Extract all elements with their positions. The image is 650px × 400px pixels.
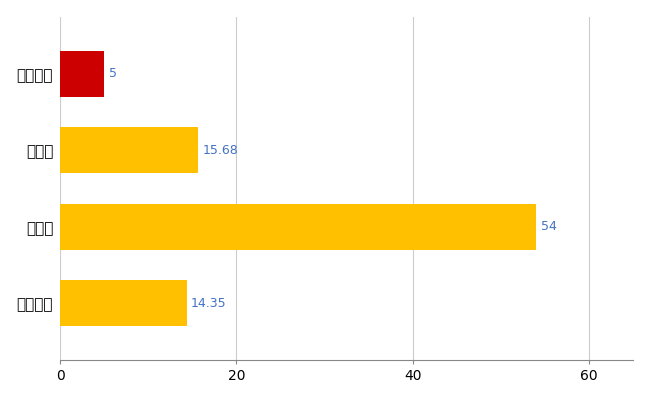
Bar (60, 280, 187, 326)
Bar (60, 127, 198, 173)
Bar (60, 204, 536, 250)
Text: 54: 54 (541, 220, 556, 233)
Text: 5: 5 (109, 68, 116, 80)
Bar (60, 51, 104, 97)
Text: 14.35: 14.35 (191, 296, 227, 310)
Text: 15.68: 15.68 (203, 144, 239, 157)
